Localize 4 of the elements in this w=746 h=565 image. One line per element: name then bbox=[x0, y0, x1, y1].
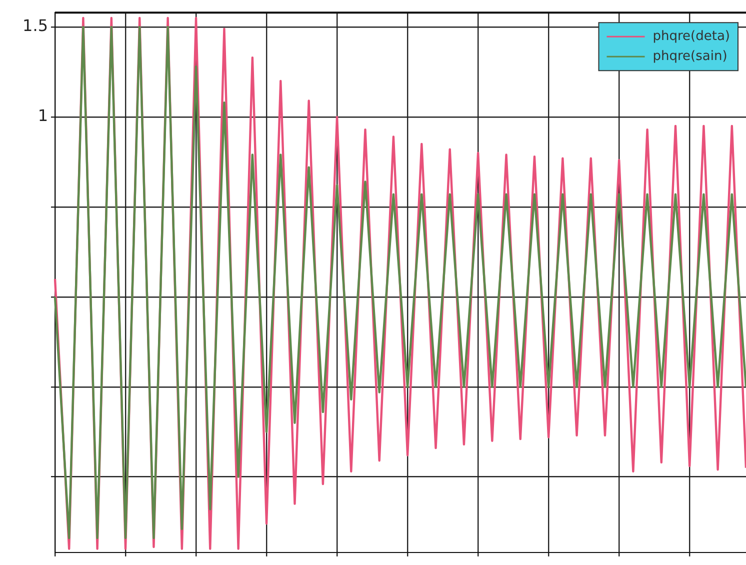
legend-label: phqre(deta) bbox=[652, 28, 730, 44]
legend-label: phqre(sain) bbox=[652, 48, 728, 64]
y-tick-label: 1 bbox=[38, 106, 48, 126]
y-tick-label: 1.5 bbox=[22, 16, 48, 36]
